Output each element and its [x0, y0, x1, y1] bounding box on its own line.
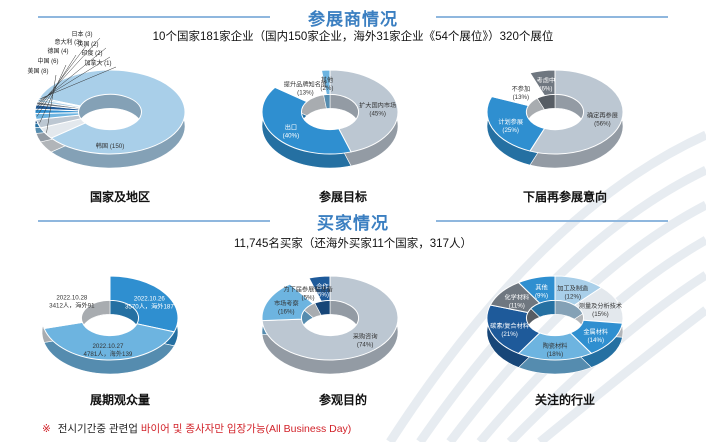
- slice-value-audience-1: 4781人，海外139: [84, 350, 133, 358]
- slice-label-purpose-2: 提升品牌知名度: [284, 80, 327, 88]
- slice-label-next-3: 考虑中: [537, 77, 556, 85]
- slice-value-next-1: (25%): [502, 127, 519, 134]
- slice-value-industry-1: (15%): [592, 311, 609, 318]
- caption-visit: 参观目的: [318, 393, 367, 407]
- donut-country: 韩国 (150) 美国 (8) 中国 (6) 德国 (4)意大利 (3)日本 (3) 英…: [27, 30, 186, 169]
- caption-industry: 关注的行业: [534, 393, 595, 407]
- footnote: ※ 전시기간중 관련업 바이어 및 종사자만 입장가능(All Business…: [42, 421, 351, 436]
- slice-visit-0: [261, 275, 399, 361]
- buyers-summary: 11,745名买家（还海外买家11个国家，317人）: [234, 238, 472, 250]
- slice-audience-1: [43, 321, 175, 361]
- slice-label-industry-6: 其他: [535, 283, 547, 291]
- slice-purpose-1: [261, 86, 352, 155]
- slice-label-visit-1: 市场考察: [274, 299, 299, 307]
- caption-audience: 展期观众量: [89, 393, 150, 407]
- slice-value-industry-2: (14%): [588, 337, 605, 344]
- slice-label-industry-0: 加工及制造: [557, 284, 588, 292]
- donut-visit: 采购咨询(74%) 市场考察(16%) 为下届参展做准备(5%)合作(5%): [261, 275, 399, 375]
- slice-value-purpose-3: (2%): [320, 85, 333, 92]
- slice-label-country-5: 日本 (3): [71, 30, 92, 38]
- slice-label-next-0: 确定再参展: [587, 112, 618, 120]
- slice-audience-2: [41, 275, 111, 330]
- title-rule-left-2: [38, 220, 270, 222]
- slice-value-next-2: (13%): [513, 94, 530, 101]
- slice-label-purpose-3: 其他: [321, 76, 333, 84]
- slice-country-8: [37, 97, 82, 108]
- footnote-text-2: 바이어 및 종사자만 입장가능(All Business Day): [140, 423, 352, 435]
- slice-value-visit-1: (16%): [278, 308, 295, 315]
- slice-audience-0: [109, 275, 179, 333]
- slice-value-next-0: (56%): [594, 121, 611, 128]
- slice-label-industry-3: 陶瓷材料: [543, 342, 568, 350]
- slice-label-industry-2: 金属材料: [583, 328, 608, 336]
- slice-label-country-7: 印度 (2): [81, 49, 102, 57]
- slice-label-country-0: 韩国 (150): [96, 142, 125, 150]
- slice-purpose-0: [329, 69, 399, 153]
- donut-industry: 加工及制造(12%) 测量及分析技术(15%) 金属材料(14%) 陶瓷材料(18%)…: [486, 275, 624, 375]
- slice-value-industry-3: (18%): [547, 351, 564, 358]
- slice-label-industry-4: 碳素/复合材料: [490, 322, 529, 330]
- slice-industry-6: [517, 275, 556, 304]
- leader-line-8: [40, 66, 117, 99]
- slice-label-audience-1: 2022.10.27: [92, 343, 124, 350]
- slice-label-country-8: 加拿大 (1): [84, 59, 111, 67]
- leader-line-2: [39, 64, 67, 124]
- slice-value-industry-0: (12%): [565, 293, 582, 300]
- leader-line-1: [46, 74, 57, 133]
- slice-value-audience-0: 3570人，海外187: [125, 303, 174, 311]
- leader-line-7: [39, 56, 111, 101]
- caption-next: 下届再参展意向: [522, 190, 607, 204]
- footnote-text-1: 전시기간중 관련업: [57, 423, 138, 435]
- slice-label-country-4: 意大利 (3): [54, 38, 81, 46]
- slice-value-purpose-2: (13%): [297, 89, 314, 96]
- slice-label-visit-3: 合作: [316, 283, 328, 291]
- slice-country-0: [38, 69, 186, 155]
- slice-label-purpose-0: 扩大国内市场: [359, 101, 396, 109]
- slice-value-visit-3: (5%): [316, 292, 329, 299]
- slice-label-country-2: 中国 (6): [37, 57, 58, 65]
- buyers-title: 买家情况: [317, 214, 389, 233]
- donut-purpose: 扩大国内市场(45%) 出口(40%) 提升品牌知名度(13%) 其他(2%): [261, 69, 399, 169]
- slice-label-next-2: 不参加: [512, 85, 531, 93]
- slice-value-industry-4: (21%): [501, 331, 518, 338]
- slice-label-visit-2: 为下届参展做准备: [283, 285, 333, 293]
- leader-line-4: [36, 45, 87, 112]
- slice-label-country-3: 德国 (4): [47, 47, 68, 55]
- slice-label-industry-1: 测量及分析技术: [579, 302, 622, 310]
- slice-label-country-1: 美国 (8): [27, 67, 48, 75]
- title-rule-left: [38, 16, 270, 18]
- slice-value-visit-2: (5%): [302, 294, 315, 301]
- slice-next-0: [529, 69, 624, 155]
- footnote-mark: ※: [42, 423, 51, 435]
- slice-value-industry-6: (9%): [535, 292, 548, 299]
- title-rule-right: [436, 16, 668, 18]
- title-rule-right-2: [436, 220, 668, 222]
- exhibitors-summary: 10个国家181家企业（国内150家企业，海外31家企业《54个展位》）320个…: [152, 31, 554, 43]
- slice-value-industry-5: (11%): [509, 303, 525, 310]
- slice-label-industry-5: 化学材料: [504, 294, 529, 302]
- slice-label-purpose-1: 出口: [285, 124, 297, 132]
- donut-next: 确定再参展(56%) 计划参展(25%) 不参加(13%) 考虑中(6%): [486, 69, 624, 169]
- slice-label-country-6: 英国 (2): [77, 40, 98, 48]
- slice-label-audience-0: 2022.10.26: [134, 296, 166, 303]
- exhibitors-title: 参展商情况: [308, 10, 398, 29]
- slice-label-audience-2: 2022.10.28: [56, 295, 88, 302]
- slice-next-1: [486, 95, 546, 152]
- slice-value-next-3: (6%): [539, 86, 552, 93]
- slice-visit-3: [308, 275, 331, 302]
- slice-purpose-3: [320, 69, 331, 96]
- caption-purpose: 参展目标: [318, 190, 367, 204]
- slice-value-audience-2: 3412人，海外91: [49, 302, 95, 310]
- slice-value-purpose-0: (45%): [369, 110, 386, 117]
- slice-next-3: [529, 69, 556, 97]
- slice-label-next-1: 计划参展: [498, 118, 523, 126]
- caption-country: 国家及地区: [89, 190, 150, 204]
- slice-value-purpose-1: (40%): [283, 133, 300, 140]
- slice-value-visit-0: (74%): [357, 341, 374, 348]
- slice-industry-4: [486, 304, 541, 355]
- slice-label-visit-0: 采购咨询: [353, 332, 378, 340]
